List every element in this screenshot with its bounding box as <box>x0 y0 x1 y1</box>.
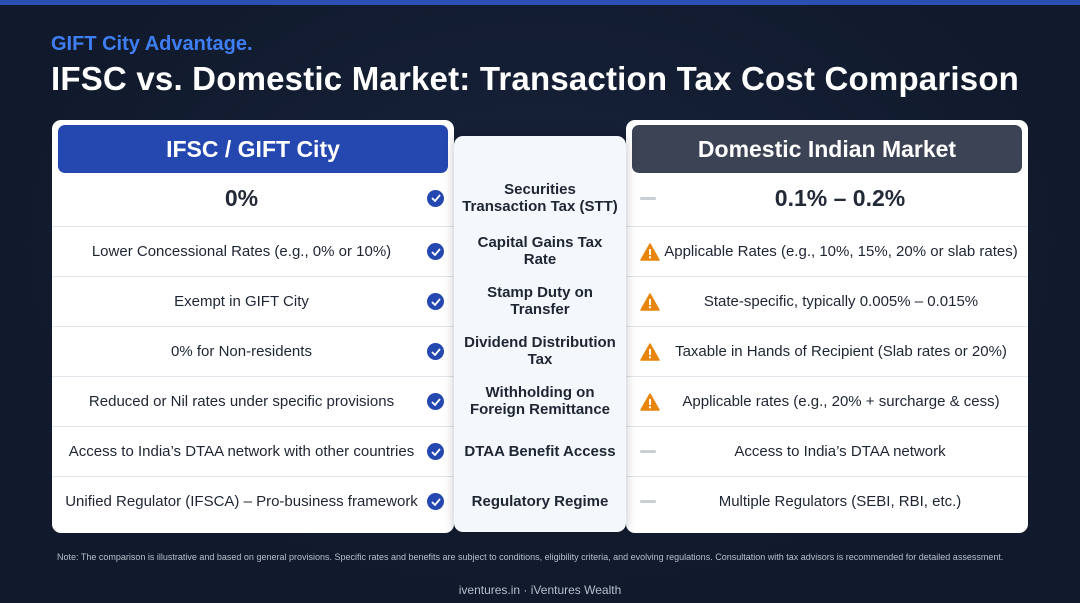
domestic-value: State-specific, typically 0.005% – 0.015… <box>703 293 979 310</box>
criteria-label: Withholding on Foreign Remittance <box>469 384 611 418</box>
domestic-row-stamp-duty: State-specific, typically 0.005% – 0.015… <box>626 276 1028 326</box>
top-accent-bar <box>0 0 1080 5</box>
criteria-label: Stamp Duty on Transfer <box>487 284 593 318</box>
criteria-label: Regulatory Regime <box>471 492 609 510</box>
ifsc-row-stamp-duty: Exempt in GIFT City <box>52 276 454 326</box>
ifsc-value: Reduced or Nil rates under specific prov… <box>88 393 395 410</box>
domestic-value: Access to India’s DTAA network <box>734 443 946 460</box>
domestic-row-withholding: Applicable rates (e.g., 20% + surcharge … <box>626 376 1028 426</box>
domestic-value: 0.1% – 0.2% <box>774 184 906 211</box>
domestic-row-dividend: Taxable in Hands of Recipient (Slab rate… <box>626 326 1028 376</box>
criteria-label: Dividend Distribution Tax <box>464 334 616 368</box>
domestic-value: Applicable rates (e.g., 20% + surcharge … <box>682 393 1000 410</box>
check-icon <box>427 189 444 207</box>
ifsc-row-stt: 0% <box>52 173 454 223</box>
dash-icon <box>640 450 656 453</box>
check-icon <box>427 443 444 460</box>
ifsc-row-withholding: Reduced or Nil rates under specific prov… <box>52 376 454 426</box>
ifsc-panel-heading: IFSC / GIFT City <box>58 125 448 173</box>
ifsc-row-dividend: 0% for Non-residents <box>52 326 454 376</box>
ifsc-value: Unified Regulator (IFSCA) – Pro-business… <box>65 493 418 510</box>
ifsc-value: Access to India’s DTAA network with othe… <box>68 443 415 460</box>
warning-icon <box>640 292 660 311</box>
page-kicker: GIFT City Advantage. <box>51 33 253 55</box>
footer-credit: iventures.in · iVentures Wealth <box>458 583 622 597</box>
dash-icon <box>640 196 656 200</box>
ifsc-value: Exempt in GIFT City <box>174 293 309 310</box>
check-icon <box>427 243 444 260</box>
ifsc-value: 0% <box>224 184 259 211</box>
ifsc-row-capital-gains: Lower Concessional Rates (e.g., 0% or 10… <box>52 226 454 276</box>
warning-icon <box>640 392 660 411</box>
check-icon <box>427 493 444 510</box>
disclaimer-note: Note: The comparison is illustrative and… <box>57 552 1004 562</box>
warning-icon <box>640 342 660 361</box>
criteria-label: DTAA Benefit Access <box>464 442 616 460</box>
ifsc-row-regulatory: Unified Regulator (IFSCA) – Pro-business… <box>52 476 454 526</box>
check-icon <box>427 293 444 310</box>
domestic-panel: Domestic Indian Market 0.1% – 0.2% Appli… <box>626 120 1028 533</box>
domestic-row-dtaa: Access to India’s DTAA network <box>626 426 1028 476</box>
check-icon <box>427 343 444 360</box>
ifsc-value: Lower Concessional Rates (e.g., 0% or 10… <box>91 243 392 260</box>
warning-icon <box>640 242 660 261</box>
ifsc-panel: IFSC / GIFT City 0% Lower Concessional R… <box>52 120 454 533</box>
domestic-row-regulatory: Multiple Regulators (SEBI, RBI, etc.) <box>626 476 1028 526</box>
criteria-column: Securities Transaction Tax (STT) Capital… <box>454 136 626 532</box>
ifsc-row-dtaa: Access to India’s DTAA network with othe… <box>52 426 454 476</box>
criteria-label: Securities Transaction Tax (STT) <box>462 181 618 215</box>
page-title: IFSC vs. Domestic Market: Transaction Ta… <box>51 60 1020 97</box>
criteria-label: Capital Gains Tax Rate <box>477 234 603 268</box>
domestic-value: Multiple Regulators (SEBI, RBI, etc.) <box>718 493 962 510</box>
domestic-value: Applicable Rates (e.g., 10%, 15%, 20% or… <box>664 243 1018 260</box>
ifsc-value: 0% for Non-residents <box>171 343 312 360</box>
domestic-value: Taxable in Hands of Recipient (Slab rate… <box>675 343 1007 360</box>
check-icon <box>427 393 444 410</box>
domestic-panel-heading: Domestic Indian Market <box>632 125 1022 173</box>
domestic-row-stt: 0.1% – 0.2% <box>626 173 1028 223</box>
dash-icon <box>640 500 656 503</box>
domestic-row-capital-gains: Applicable Rates (e.g., 10%, 15%, 20% or… <box>626 226 1028 276</box>
